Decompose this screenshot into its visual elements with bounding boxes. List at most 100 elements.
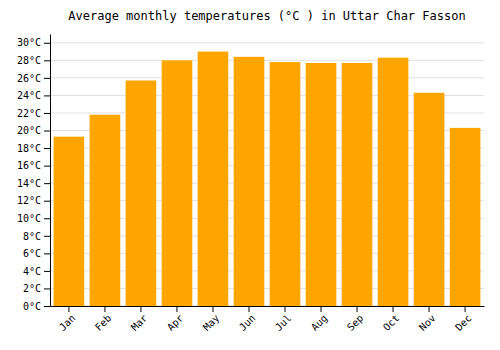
y-tick: 4°C — [23, 266, 50, 277]
x-tick: Nov — [417, 306, 438, 333]
y-tick-mark — [44, 218, 50, 219]
bar — [342, 63, 373, 306]
bar — [126, 81, 157, 306]
y-tick-label: 6°C — [23, 248, 41, 259]
x-tick-label: Nov — [417, 312, 438, 333]
x-axis-line — [51, 306, 485, 307]
y-tick-mark — [44, 95, 50, 96]
x-tick-label: Jul — [273, 312, 294, 333]
y-tick-mark — [44, 113, 50, 114]
x-tick: Oct — [381, 306, 402, 333]
y-tick-mark — [44, 201, 50, 202]
y-tick-mark — [44, 60, 50, 61]
y-tick-label: 2°C — [23, 283, 41, 294]
title: Average monthly temperatures (°C ) in Ut… — [68, 9, 465, 23]
y-tick: 16°C — [17, 160, 50, 171]
bar — [414, 93, 445, 306]
plot: 0°C2°C4°C6°C8°C10°C12°C14°C16°C18°C20°C2… — [17, 35, 485, 333]
x-tick: Jul — [273, 306, 294, 333]
y-tick: 22°C — [17, 108, 50, 119]
x-tick-label: Sep — [345, 312, 366, 333]
y-tick-mark — [44, 43, 50, 44]
y-tick-mark — [44, 183, 50, 184]
y-tick: 2°C — [23, 283, 50, 294]
x-tick-label: Jun — [237, 312, 258, 333]
x-tick: Sep — [345, 306, 366, 333]
x-tick-mark — [285, 306, 286, 312]
bar — [378, 58, 409, 306]
chart: 0°C2°C4°C6°C8°C10°C12°C14°C16°C18°C20°C2… — [0, 0, 500, 350]
grid-line — [50, 42, 484, 43]
y-tick: 6°C — [23, 248, 50, 259]
y-tick-label: 12°C — [17, 195, 41, 206]
bars — [54, 52, 481, 306]
x-tick-label: Apr — [165, 312, 186, 333]
y-tick-label: 14°C — [17, 178, 41, 189]
x-tick-label: Oct — [381, 312, 402, 333]
grid-line — [50, 60, 484, 61]
y-tick-label: 24°C — [17, 90, 41, 101]
x-tick-mark — [393, 306, 394, 312]
y-tick: 26°C — [17, 73, 50, 84]
y-tick: 20°C — [17, 125, 50, 136]
x-tick-label: Dec — [453, 312, 474, 333]
y-tick: 10°C — [17, 213, 50, 224]
y-tick-label: 18°C — [17, 143, 41, 154]
y-tick-mark — [44, 166, 50, 167]
y-tick-mark — [44, 271, 50, 272]
x-tick: Feb — [93, 306, 114, 333]
y-tick-mark — [44, 236, 50, 237]
grid — [50, 43, 484, 306]
x-tick-label: Jan — [57, 312, 78, 333]
x-tick-label: Feb — [93, 312, 114, 333]
x-axis: Jan Feb Mar Apr May Jun Jul Aug Sep Oct Nov Dec — [51, 306, 485, 333]
bar — [306, 63, 337, 306]
y-tick: 14°C — [17, 178, 50, 189]
y-axis: 0°C2°C4°C6°C8°C10°C12°C14°C16°C18°C20°C2… — [17, 35, 51, 312]
y-tick: 30°C — [17, 37, 50, 48]
y-tick-label: 8°C — [23, 231, 41, 242]
y-tick-label: 10°C — [17, 213, 41, 224]
y-tick-mark — [44, 253, 50, 254]
x-tick-mark — [104, 306, 105, 312]
x-tick-mark — [140, 306, 141, 312]
x-tick-mark — [212, 306, 213, 312]
y-tick: 24°C — [17, 90, 50, 101]
bar — [234, 57, 265, 306]
x-tick-mark — [248, 306, 249, 312]
x-tick: Jun — [237, 306, 258, 333]
x-tick-label: May — [201, 312, 222, 333]
y-tick-mark — [44, 148, 50, 149]
bar — [450, 128, 481, 306]
y-tick-label: 28°C — [17, 55, 41, 66]
x-tick-mark — [357, 306, 358, 312]
y-tick: 28°C — [17, 55, 50, 66]
x-tick: Mar — [129, 306, 150, 333]
y-tick-label: 26°C — [17, 73, 41, 84]
y-tick-mark — [44, 131, 50, 132]
y-tick-mark — [44, 78, 50, 79]
y-tick-label: 30°C — [17, 37, 41, 48]
x-tick-label: Aug — [309, 312, 330, 333]
y-tick-mark — [44, 306, 50, 307]
bar — [54, 137, 85, 306]
x-tick: May — [201, 306, 222, 333]
x-tick-mark — [176, 306, 177, 312]
bar — [162, 60, 193, 306]
y-tick: 18°C — [17, 143, 50, 154]
x-tick: Aug — [309, 306, 330, 333]
x-tick-mark — [321, 306, 322, 312]
bar — [90, 115, 121, 306]
bar — [270, 62, 301, 306]
x-tick-mark — [465, 306, 466, 312]
x-tick: Jan — [57, 306, 78, 333]
x-tick: Apr — [165, 306, 186, 333]
y-tick-label: 22°C — [17, 108, 41, 119]
y-tick-mark — [44, 288, 50, 289]
x-tick-mark — [68, 306, 69, 312]
y-tick-label: 16°C — [17, 160, 41, 171]
x-tick: Dec — [453, 306, 474, 333]
y-tick: 8°C — [23, 231, 50, 242]
y-tick-label: 20°C — [17, 125, 41, 136]
y-axis-line — [50, 35, 51, 307]
